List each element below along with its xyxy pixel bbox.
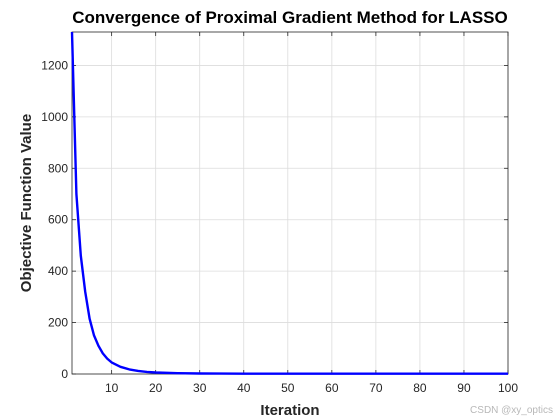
series-line <box>70 31 508 375</box>
axis-ticks: 10 20 30 40 50 60 70 80 90 1000200400600800100012… <box>41 32 518 395</box>
grid <box>72 32 509 375</box>
y-axis-label: Objective Function Value <box>18 114 35 292</box>
x-tick-label: 90 <box>457 381 471 395</box>
x-tick-label: 100 <box>498 381 518 395</box>
x-tick-label: 10 <box>105 381 119 395</box>
chart-title: Convergence of Proximal Gradient Method … <box>72 8 507 27</box>
y-tick-label: 0 <box>61 367 68 381</box>
y-tick-label: 200 <box>48 316 68 330</box>
x-tick-label: 40 <box>237 381 251 395</box>
x-tick-label: 30 <box>193 381 207 395</box>
y-tick-label: 1000 <box>41 110 68 124</box>
y-tick-label: 400 <box>48 264 68 278</box>
series-layer <box>70 31 508 375</box>
watermark: CSDN @xy_optics <box>470 405 553 416</box>
x-tick-label: 70 <box>369 381 383 395</box>
y-tick-label: 600 <box>48 213 68 227</box>
x-tick-label: 60 <box>325 381 339 395</box>
x-tick-label: 50 <box>281 381 295 395</box>
x-axis-label: Iteration <box>260 402 319 419</box>
x-tick-label: 80 <box>413 381 427 395</box>
y-tick-label: 1200 <box>41 58 68 72</box>
x-tick-label: 20 <box>149 381 163 395</box>
y-tick-label: 800 <box>48 161 68 175</box>
